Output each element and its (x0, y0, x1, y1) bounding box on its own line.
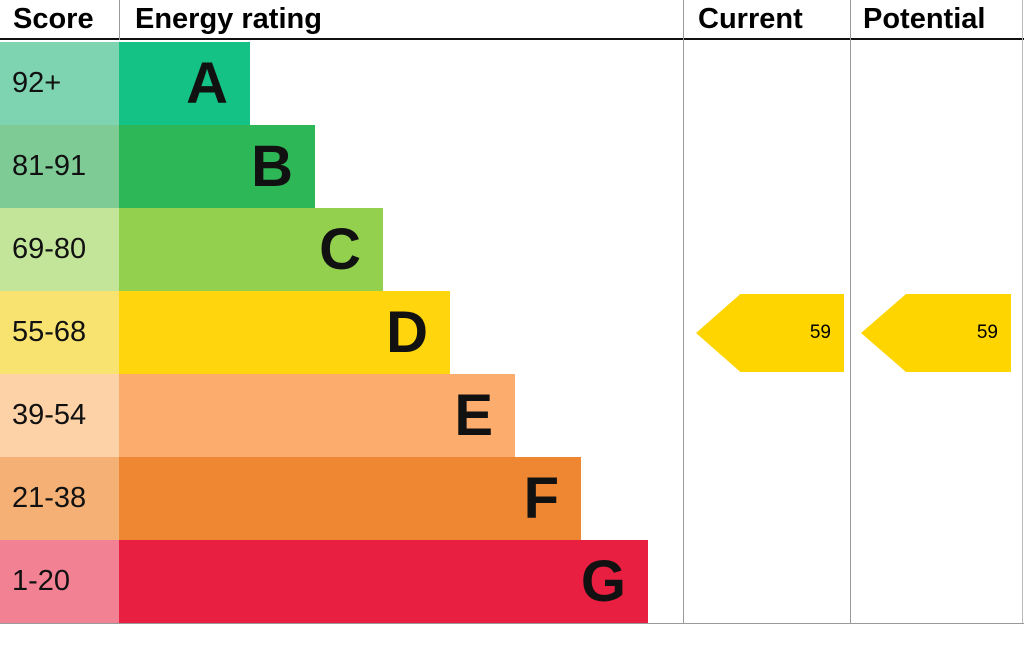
band-score-range: 81-91 (0, 125, 119, 208)
band-bar-letter: B (119, 125, 315, 208)
potential-rating-arrow: 59 (861, 294, 1011, 372)
band-rows: 92+ A 81-91 B 69-80 C 55-68 D 39-54 E 21… (0, 42, 683, 623)
band-score-range: 92+ (0, 42, 119, 125)
table-right-border (1022, 0, 1023, 623)
header-potential: Potential (863, 2, 986, 35)
header-energy-rating: Energy rating (135, 2, 322, 35)
band-row-f: 21-38 F (0, 457, 683, 540)
header-current: Current (698, 2, 803, 35)
column-divider-potential (850, 0, 851, 623)
band-bar-letter: F (119, 457, 581, 540)
band-bar-letter: A (119, 42, 250, 125)
band-bar-letter: G (119, 540, 648, 623)
band-row-d: 55-68 D (0, 291, 683, 374)
band-score-range: 21-38 (0, 457, 119, 540)
band-bar-letter: C (119, 208, 383, 291)
band-row-b: 81-91 B (0, 125, 683, 208)
band-row-e: 39-54 E (0, 374, 683, 457)
column-divider-current (683, 0, 684, 623)
column-divider-score (119, 0, 120, 40)
band-score-range: 39-54 (0, 374, 119, 457)
band-score-range: 69-80 (0, 208, 119, 291)
band-score-range: 55-68 (0, 291, 119, 374)
current-rating-arrow: 59 (696, 294, 844, 372)
band-row-c: 69-80 C (0, 208, 683, 291)
table-bottom-border (0, 623, 1024, 624)
header-score: Score (13, 2, 94, 35)
table-header: Score Energy rating Current Potential (0, 0, 1024, 40)
band-row-g: 1-20 G (0, 540, 683, 623)
band-score-range: 1-20 (0, 540, 119, 623)
band-row-a: 92+ A (0, 42, 683, 125)
band-bar-letter: E (119, 374, 515, 457)
band-bar-letter: D (119, 291, 450, 374)
